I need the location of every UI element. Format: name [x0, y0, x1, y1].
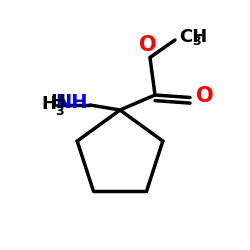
Text: O: O	[196, 86, 214, 106]
Text: H: H	[50, 94, 65, 112]
Text: 3: 3	[192, 35, 201, 48]
Text: CH: CH	[179, 28, 207, 46]
Text: H: H	[41, 95, 56, 113]
Text: 3: 3	[55, 106, 64, 118]
Text: O: O	[139, 35, 156, 55]
Text: NH: NH	[55, 93, 88, 112]
